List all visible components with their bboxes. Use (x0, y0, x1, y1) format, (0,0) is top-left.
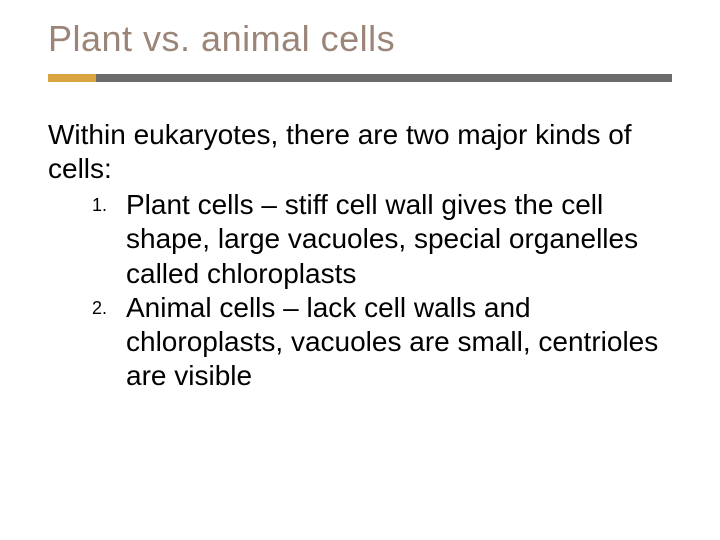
list-marker: 2. (92, 299, 107, 317)
list-item: 2. Animal cells – lack cell walls and ch… (92, 291, 672, 393)
title-rule (48, 74, 672, 82)
list-item-text: Plant cells – stiff cell wall gives the … (126, 189, 638, 288)
title-rule-accent (48, 74, 96, 82)
title-rule-main (96, 74, 672, 82)
slide-body: Within eukaryotes, there are two major k… (48, 118, 672, 393)
list-item-text: Animal cells – lack cell walls and chlor… (126, 292, 658, 391)
numbered-list: 1. Plant cells – stiff cell wall gives t… (48, 188, 672, 393)
intro-text: Within eukaryotes, there are two major k… (48, 118, 672, 186)
slide: Plant vs. animal cells Within eukaryotes… (0, 0, 720, 540)
list-marker: 1. (92, 196, 107, 214)
list-item: 1. Plant cells – stiff cell wall gives t… (92, 188, 672, 290)
slide-title: Plant vs. animal cells (48, 18, 672, 60)
